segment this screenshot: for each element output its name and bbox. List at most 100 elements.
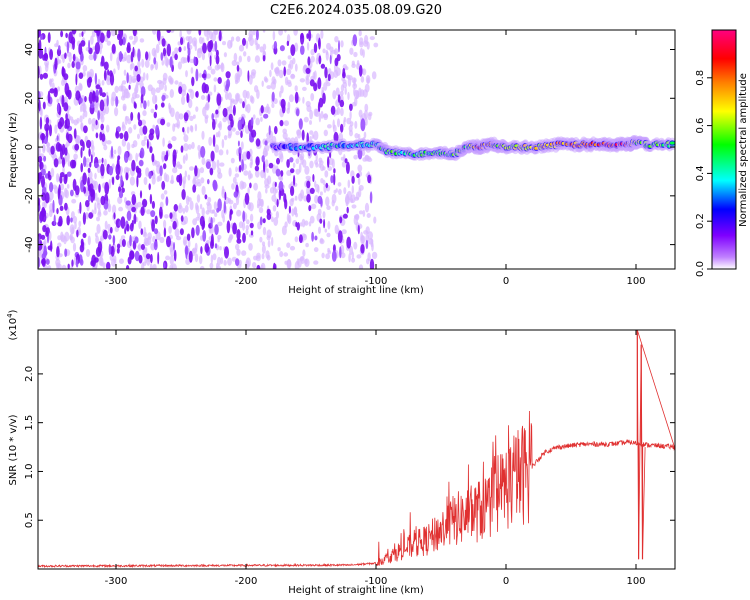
noise-blob (151, 219, 156, 232)
noise-haze (104, 105, 110, 115)
noise-haze (133, 124, 137, 130)
noise-blob (73, 128, 77, 139)
noise-blob (148, 171, 152, 179)
noise-blob (93, 30, 99, 33)
noise-blob (150, 210, 156, 218)
noise-haze (230, 157, 235, 164)
noise-haze (232, 202, 237, 210)
noise-blob (54, 87, 58, 94)
noise-haze (224, 92, 229, 101)
noise-haze (199, 265, 205, 269)
noise-haze (133, 35, 138, 43)
noise-blob (173, 204, 178, 212)
noise-blob (151, 153, 155, 163)
noise-blob (259, 216, 263, 226)
noise-haze (272, 30, 276, 41)
noise-blob (356, 173, 360, 179)
noise-haze (96, 223, 101, 234)
noise-haze (171, 211, 175, 218)
noise-blob (254, 165, 260, 172)
noise-haze (178, 113, 184, 120)
noise-haze (153, 49, 157, 60)
noise-haze (313, 247, 319, 253)
noise-haze (254, 38, 258, 46)
noise-haze (120, 95, 126, 101)
noise-haze (61, 264, 67, 269)
noise-haze (145, 167, 150, 177)
noise-haze (281, 60, 287, 66)
noise-blob (242, 37, 246, 46)
noise-haze (212, 217, 216, 223)
noise-haze (109, 52, 113, 62)
noise-haze (349, 110, 352, 120)
noise-blob (214, 224, 219, 236)
noise-blob (238, 146, 242, 156)
noise-blob (172, 149, 177, 162)
noise-blob (125, 200, 131, 206)
noise-blob (187, 54, 190, 63)
noise-blob (224, 191, 227, 201)
noise-blob (53, 158, 59, 168)
noise-haze (335, 87, 340, 96)
y-tick-label: 40 (24, 43, 35, 56)
noise-blob (99, 99, 105, 112)
noise-haze (235, 36, 241, 42)
noise-haze (211, 31, 217, 42)
noise-blob (306, 33, 309, 39)
noise-blob (153, 57, 157, 65)
noise-blob (65, 90, 71, 98)
noise-blob (103, 70, 107, 81)
noise-haze (219, 246, 222, 251)
noise-blob (329, 54, 332, 65)
noise-blob (150, 253, 153, 264)
spectrogram-x-label: Height of straight line (km) (288, 285, 424, 296)
noise-blob (327, 156, 330, 168)
noise-haze (174, 80, 179, 85)
noise-haze (72, 216, 78, 224)
spectrogram-x-ticks: -300 -200 -100 0 100 (105, 30, 646, 287)
noise-blob (101, 55, 105, 67)
noise-blob (65, 32, 68, 39)
noise-haze (96, 216, 100, 222)
noise-blob (126, 210, 132, 221)
noise-haze (232, 176, 237, 184)
noise-blob (294, 91, 299, 104)
noise-blob (82, 172, 87, 185)
noise-haze (113, 149, 117, 155)
noise-haze (282, 132, 288, 140)
noise-haze (201, 185, 206, 196)
noise-haze (196, 178, 201, 184)
noise-haze (241, 221, 246, 231)
noise-blob (125, 172, 129, 181)
noise-haze (185, 70, 188, 78)
noise-blob (140, 94, 144, 104)
noise-haze (253, 182, 258, 191)
noise-haze (357, 177, 361, 186)
noise-haze (183, 143, 189, 152)
noise-haze (231, 60, 237, 66)
noise-haze (311, 134, 315, 139)
noise-blob (66, 132, 69, 141)
noise-haze (142, 110, 147, 117)
noise-haze (90, 35, 94, 45)
noise-blob (195, 68, 199, 82)
noise-haze (266, 168, 269, 174)
noise-blob (195, 224, 200, 236)
noise-blob (241, 159, 245, 172)
noise-blob (191, 227, 195, 239)
noise-blob (109, 70, 113, 77)
noise-haze (318, 113, 322, 123)
noise-haze (359, 210, 364, 215)
noise-blob (138, 254, 143, 264)
noise-haze (169, 255, 174, 266)
noise-haze (219, 162, 225, 167)
noise-blob (202, 220, 206, 229)
noise-blob (212, 180, 218, 192)
noise-blob (182, 127, 185, 133)
noise-haze (368, 238, 374, 245)
noise-haze (171, 136, 177, 142)
noise-blob (43, 155, 47, 162)
noise-haze (222, 214, 225, 223)
noise-haze (349, 47, 354, 55)
